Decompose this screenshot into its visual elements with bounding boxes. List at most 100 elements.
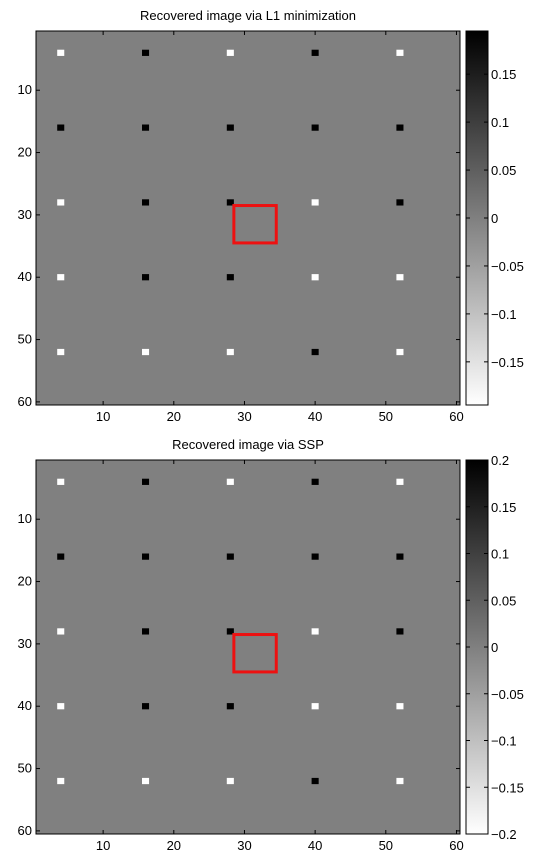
chart-title: Recovered image via SSP <box>172 437 324 452</box>
spike-pixel <box>226 777 234 785</box>
spike-pixel <box>396 553 404 560</box>
spike-pixel <box>57 628 65 635</box>
y-tick-label: 30 <box>18 207 32 222</box>
axis-ticks: 10 20 30 40 50 60 10 20 30 40 50 60 <box>18 31 464 424</box>
highlight-box <box>232 204 278 245</box>
chart-title: Recovered image via L1 minimization <box>140 8 356 23</box>
axis-ticks: 10 20 30 40 50 60 10 20 30 40 50 60 <box>18 460 464 853</box>
spike-pixel <box>396 124 404 131</box>
y-tick-label: 20 <box>18 145 32 160</box>
colorbar-tick-label: 0.05 <box>491 163 516 178</box>
colorbar-tick-label: −0.2 <box>491 827 517 842</box>
spike-pixel <box>311 628 319 635</box>
spike-pixel <box>142 478 150 485</box>
spike-pixel <box>226 478 234 485</box>
y-tick-label: 60 <box>18 823 32 838</box>
y-tick-label: 50 <box>18 761 32 776</box>
spike-pixel <box>226 49 234 56</box>
spike-pixel <box>311 49 319 56</box>
spike-pixel <box>142 49 150 56</box>
x-tick-label: 30 <box>237 409 251 424</box>
spike-pixel <box>311 348 319 356</box>
x-tick-label: 60 <box>449 838 463 853</box>
plot-area <box>35 30 461 406</box>
spike-pixel <box>226 124 234 131</box>
x-tick-label: 40 <box>308 838 322 853</box>
panel-ssp: Recovered image via SSP 10 20 30 40 50 60 10 20… <box>18 437 524 853</box>
spike-pixel <box>57 199 65 206</box>
colorbar-tick-label: 0 <box>491 211 498 226</box>
spike-pixel <box>396 703 404 710</box>
spike-pixel <box>57 553 65 560</box>
x-tick-label: 20 <box>167 409 181 424</box>
y-tick-label: 30 <box>18 636 32 651</box>
y-tick-label: 40 <box>18 269 32 284</box>
x-tick-label: 50 <box>379 838 393 853</box>
x-tick-label: 10 <box>96 838 110 853</box>
spike-pixel <box>142 777 150 785</box>
y-tick-label: 50 <box>18 332 32 347</box>
spike-pixel <box>396 478 404 485</box>
colorbar-tick-label: 0.2 <box>491 453 509 468</box>
colorbar-tick-label: 0.15 <box>491 67 516 82</box>
spike-pixel <box>396 777 404 785</box>
spike-pixel <box>396 274 404 281</box>
y-tick-label: 20 <box>18 574 32 589</box>
y-tick-label: 10 <box>18 82 32 97</box>
y-tick-label: 10 <box>18 511 32 526</box>
spike-pixel <box>226 274 234 281</box>
colorbar-ticks: 0.2 0.15 0.1 0.05 0 −0.05 −0.1 −0.15 −0.2 <box>466 453 524 842</box>
spike-pixel <box>311 703 319 710</box>
colorbar-tick-label: 0.05 <box>491 593 516 608</box>
colorbar-tick-label: 0.1 <box>491 115 509 130</box>
spike-marks <box>57 49 404 356</box>
x-tick-label: 10 <box>96 409 110 424</box>
y-tick-label: 60 <box>18 394 32 409</box>
colorbar-tick-label: −0.1 <box>491 734 517 749</box>
spike-pixel <box>311 199 319 206</box>
colorbar-tick-label: 0 <box>491 640 498 655</box>
spike-pixel <box>311 777 319 785</box>
spike-pixel <box>396 49 404 56</box>
colorbar-tick-label: 0.1 <box>491 547 509 562</box>
y-tick-label: 40 <box>18 698 32 713</box>
x-tick-label: 50 <box>379 409 393 424</box>
panel-l1: Recovered image via L1 minimization 10 20… <box>18 8 524 424</box>
spike-pixel <box>142 703 150 710</box>
highlight-box <box>232 633 278 674</box>
spike-pixel <box>57 703 65 710</box>
spike-pixel <box>396 628 404 635</box>
spike-pixel <box>396 199 404 206</box>
spike-pixel <box>396 348 404 356</box>
spike-pixel <box>142 124 150 131</box>
spike-pixel <box>142 274 150 281</box>
spike-pixel <box>226 348 234 356</box>
spike-pixel <box>226 703 234 710</box>
spike-pixel <box>57 777 65 785</box>
spike-pixel <box>57 124 65 131</box>
spike-pixel <box>57 49 65 56</box>
plot-area <box>35 459 461 835</box>
colorbar-tick-label: −0.1 <box>491 307 517 322</box>
x-tick-label: 30 <box>237 838 251 853</box>
spike-pixel <box>57 348 65 356</box>
colorbar-tick-label: −0.15 <box>491 355 524 370</box>
spike-pixel <box>142 628 150 635</box>
spike-pixel <box>142 199 150 206</box>
x-tick-label: 20 <box>167 838 181 853</box>
spike-pixel <box>57 274 65 281</box>
spike-pixel <box>226 628 234 635</box>
colorbar-tick-label: −0.05 <box>491 687 524 702</box>
spike-pixel <box>311 274 319 281</box>
colorbar-tick-label: −0.05 <box>491 259 524 274</box>
colorbar-tick-label: −0.15 <box>491 780 524 795</box>
spike-marks <box>57 478 404 785</box>
x-tick-label: 40 <box>308 409 322 424</box>
spike-pixel <box>226 553 234 560</box>
spike-pixel <box>226 199 234 206</box>
spike-pixel <box>142 348 150 356</box>
spike-pixel <box>142 553 150 560</box>
spike-pixel <box>311 124 319 131</box>
colorbar-tick-label: 0.15 <box>491 500 516 515</box>
